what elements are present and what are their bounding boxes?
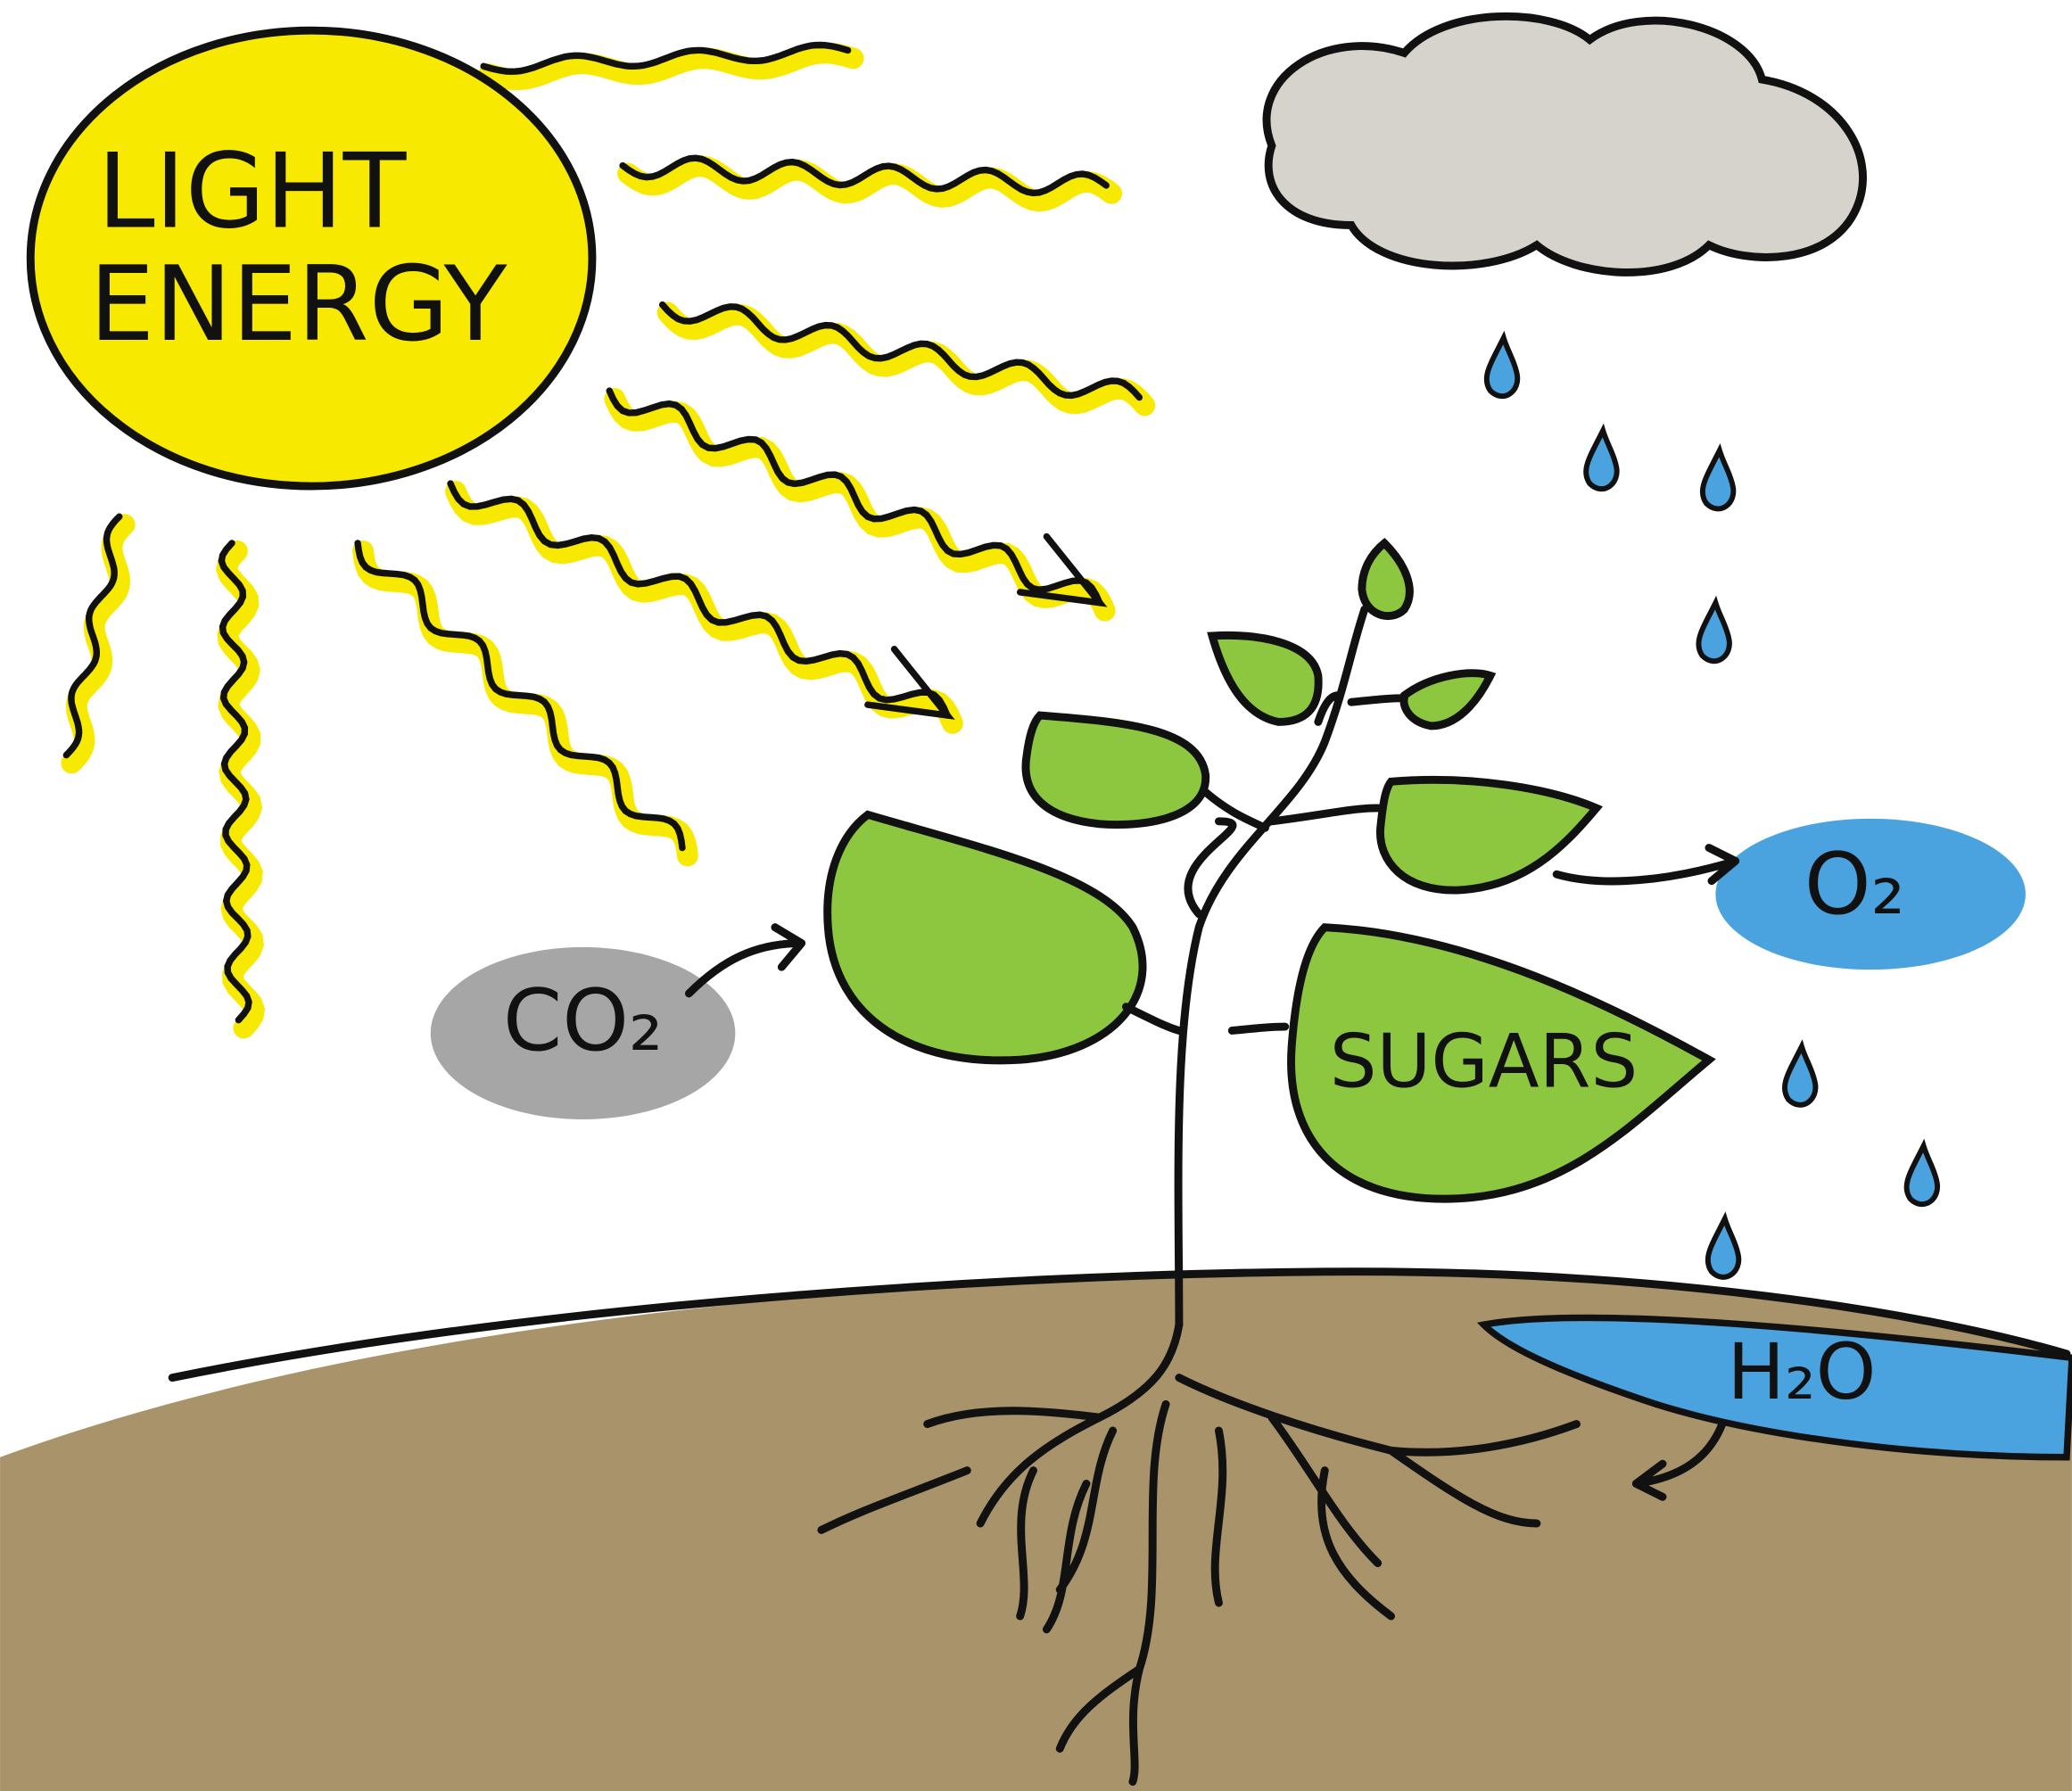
leaf [1212,635,1318,722]
raindrop [1708,1218,1739,1276]
raindrop [1907,1146,1938,1204]
raindrop [1487,338,1518,396]
sugars-label: SUGARS [1330,1019,1639,1105]
leaf [828,814,1143,1060]
raindrop [1586,431,1617,489]
raindrop [1698,603,1729,661]
page: LIGHT ENERGY H₂O SUGARS CO₂ O₂ (() => [0,0,2072,1791]
o2-arrow [1556,848,1736,881]
leaf [1404,673,1490,726]
photosynthesis-diagram: LIGHT ENERGY H₂O SUGARS CO₂ O₂ [0,0,2072,1791]
raindrop [1703,450,1734,508]
sun-label-line: ENERGY [89,244,507,365]
leaf [1362,543,1410,616]
co2-label: CO₂ [503,972,663,1070]
light-ray [66,516,119,755]
leaf [1026,715,1206,825]
raindrop [1785,1046,1816,1104]
ray-glow [668,313,1145,406]
sun-label-line: LIGHT [97,132,408,252]
o2-label: O₂ [1804,836,1905,934]
cloud [1267,16,1862,272]
water-label: H₂O [1727,1328,1876,1417]
